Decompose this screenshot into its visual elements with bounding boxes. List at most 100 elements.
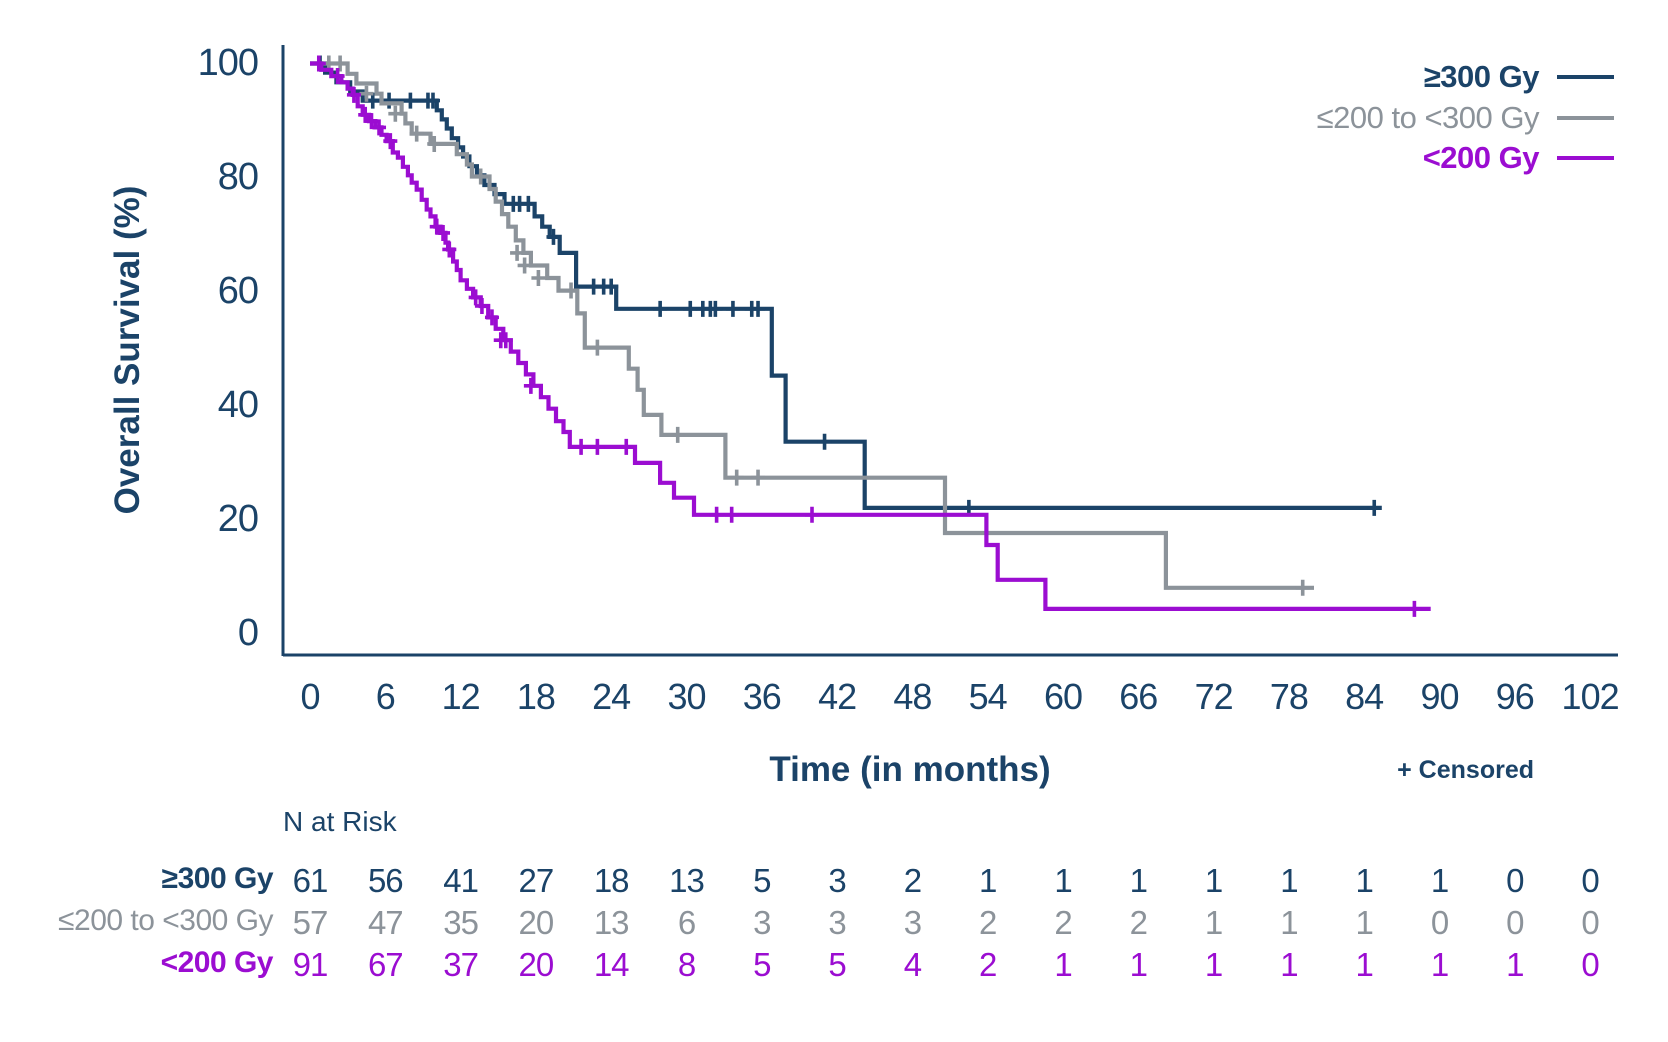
y-tick-label-80: 80 <box>217 155 259 198</box>
censor-mark <box>751 300 766 317</box>
censor-mark <box>708 300 723 317</box>
censor-mark <box>523 377 538 394</box>
risk-value: 3 <box>828 862 846 899</box>
risk-value: 1 <box>1204 904 1223 941</box>
censor-mark <box>670 426 685 443</box>
censor-mark <box>817 433 832 450</box>
censor-mark <box>311 55 326 72</box>
risk-value: 13 <box>593 904 630 941</box>
risk-value: 37 <box>443 946 479 983</box>
risk-value: 3 <box>828 904 846 941</box>
censor-mark <box>590 339 605 356</box>
risk-value: 2 <box>1054 904 1072 941</box>
risk-value: 0 <box>1581 904 1599 941</box>
risk-value: 20 <box>518 946 555 983</box>
y-tick-label-40: 40 <box>217 383 259 426</box>
risk-value: 20 <box>518 904 555 941</box>
risk-value: 0 <box>1581 862 1599 899</box>
risk-value: 35 <box>443 904 479 941</box>
legend-label-lt200: <200 Gy <box>1422 140 1540 175</box>
x-tick-label-72: 72 <box>1194 676 1234 717</box>
censor-mark <box>751 469 766 486</box>
risk-value: 1 <box>1280 946 1298 983</box>
censor-mark <box>619 438 634 455</box>
censor-mark <box>531 270 546 287</box>
legend-line-lt200 <box>1557 156 1614 160</box>
censor-mark <box>1367 499 1382 516</box>
censor-mark <box>425 92 440 109</box>
risk-value: 18 <box>593 862 630 899</box>
censor-mark <box>729 469 744 486</box>
risk-value: 5 <box>753 862 771 899</box>
censor-mark <box>427 135 442 152</box>
risk-value: 1 <box>1355 862 1374 899</box>
legend-line-ge300 <box>1557 75 1614 79</box>
risk-value: 0 <box>1506 862 1524 899</box>
censor-mark <box>521 195 536 212</box>
censor-mark <box>436 224 451 241</box>
x-tick-label-90: 90 <box>1420 676 1459 717</box>
risk-value: 1 <box>1355 946 1374 983</box>
legend-item-200to300: ≤200 to <300 Gy <box>1317 98 1614 138</box>
censored-note: + Censored <box>1397 756 1534 784</box>
risk-value: 27 <box>518 862 555 899</box>
censor-mark <box>333 55 348 72</box>
x-tick-label-0: 0 <box>300 676 320 717</box>
x-tick-label-78: 78 <box>1269 676 1309 717</box>
censor-mark <box>484 309 499 326</box>
risk-value: 2 <box>1129 904 1148 941</box>
x-tick-label-66: 66 <box>1119 676 1158 717</box>
x-tick-label-84: 84 <box>1345 676 1384 717</box>
censor-mark <box>510 244 525 261</box>
x-axis-title: Time (in months) <box>769 750 1051 789</box>
risk-value: 91 <box>292 946 329 983</box>
risk-value: 61 <box>292 862 329 899</box>
legend-label-ge300: ≥300 Gy <box>1423 59 1540 94</box>
censor-mark <box>346 86 361 103</box>
censor-mark <box>474 297 489 314</box>
risk-value: 1 <box>1430 862 1449 899</box>
risk-value: 56 <box>367 862 404 899</box>
censor-mark <box>517 257 532 274</box>
y-axis-title: Overall Survival (%) <box>108 185 147 515</box>
risk-value: 2 <box>979 904 997 941</box>
curve-2 <box>310 61 1431 611</box>
risk-value: 6 <box>677 904 696 941</box>
censor-mark <box>409 125 424 142</box>
legend-label-200to300: ≤200 to <300 Gy <box>1316 100 1540 135</box>
censor-mark <box>388 105 403 122</box>
censor-mark <box>590 438 605 455</box>
censor-mark <box>330 68 345 85</box>
legend-item-ge300: ≥300 Gy <box>1424 57 1614 97</box>
y-tick-label-60: 60 <box>217 269 259 312</box>
risk-value: 1 <box>1204 946 1223 983</box>
y-tick-label-20: 20 <box>217 497 259 540</box>
censor-mark <box>574 438 589 455</box>
risk-value: 3 <box>753 904 771 941</box>
x-tick-label-12: 12 <box>441 676 481 717</box>
risk-value: 1 <box>1280 862 1298 899</box>
risk-value: 0 <box>1581 946 1599 983</box>
censor-mark <box>468 289 483 306</box>
x-tick-label-96: 96 <box>1495 676 1535 717</box>
censor-mark <box>683 300 698 317</box>
risk-value: 1 <box>1054 946 1072 983</box>
censor-mark <box>359 85 374 102</box>
censor-mark <box>564 282 579 299</box>
censor-mark <box>604 278 619 295</box>
risk-value: 1 <box>979 862 997 899</box>
y-tick-label-100: 100 <box>197 41 259 84</box>
censor-mark <box>709 506 724 523</box>
censor-mark <box>403 92 418 109</box>
x-tick-label-24: 24 <box>592 676 631 717</box>
risk-value: 1 <box>1204 862 1223 899</box>
censor-mark <box>724 506 739 523</box>
risk-row-label-1: ≤200 to <300 Gy <box>58 904 273 937</box>
risk-value: 2 <box>903 862 922 899</box>
legend-line-200to300 <box>1557 116 1614 120</box>
risk-value: 57 <box>292 904 329 941</box>
risk-value: 1 <box>1506 946 1524 983</box>
x-tick-label-42: 42 <box>818 676 857 717</box>
